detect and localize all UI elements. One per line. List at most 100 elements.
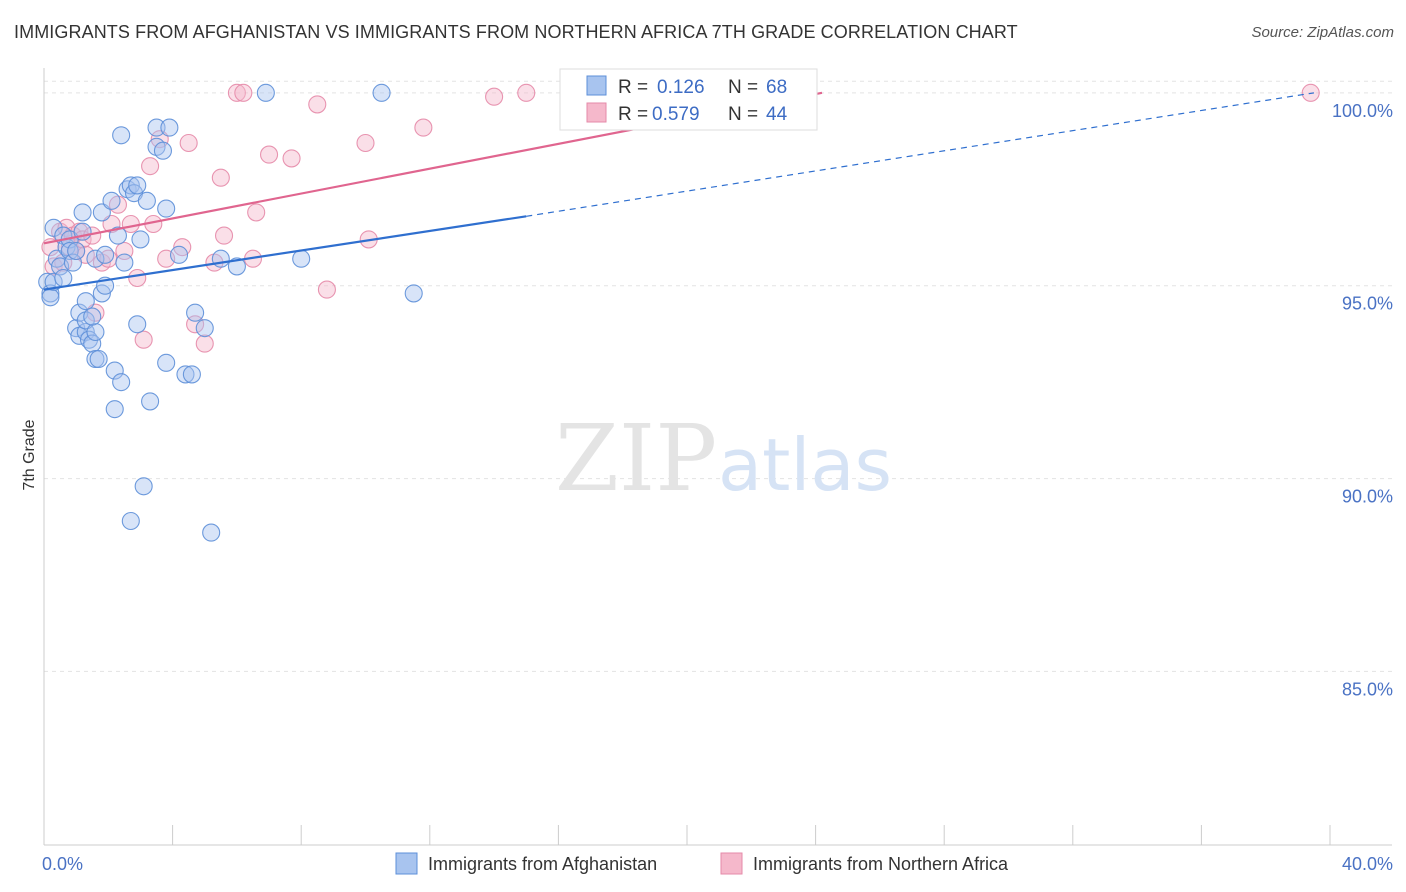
data-points — [38, 83, 1320, 542]
afghanistan-point-24 — [86, 322, 105, 342]
afghanistan-point-59 — [195, 319, 214, 338]
afghanistan-point-38 — [115, 253, 134, 272]
northern-africa-point-38 — [308, 95, 327, 114]
x-tick-label-0: 0.0% — [42, 854, 83, 874]
afghanistan-trend-line — [43, 215, 527, 291]
afghanistan-point-33 — [105, 361, 124, 380]
afghanistan-point-7 — [54, 268, 73, 288]
y-tick-label-3: 85.0% — [1342, 679, 1393, 699]
y-tick-label-2: 90.0% — [1342, 487, 1393, 507]
legend-swatch-northern-africa — [586, 102, 607, 123]
axes — [43, 68, 1392, 846]
afghanistan-point-45 — [134, 477, 153, 496]
northern-africa-point-28 — [195, 334, 214, 353]
northern-africa-point-32 — [227, 83, 246, 102]
afghanistan-point-55 — [169, 245, 189, 264]
afghanistan-point-44 — [131, 230, 150, 249]
correlation-legend: R = 0.126 N = 68 R = 0.579 N = 44 — [559, 68, 818, 131]
northern-africa-point-20 — [134, 330, 153, 349]
series-legend: Immigrants from Afghanistan Immigrants f… — [395, 852, 1009, 875]
northern-africa-point-37 — [282, 149, 301, 168]
northern-africa-point-33 — [234, 83, 253, 102]
afghanistan-point-23 — [83, 334, 102, 353]
chart-title: IMMIGRANTS FROM AFGHANISTAN VS IMMIGRANT… — [14, 22, 1018, 42]
afghanistan-point-64 — [292, 249, 311, 268]
afghanistan-point-37 — [112, 373, 131, 392]
series-label-afghanistan: Immigrants from Afghanistan — [428, 854, 657, 874]
watermark: ZIP atlas — [555, 405, 892, 512]
northern-africa-point-31 — [214, 226, 234, 245]
afghanistan-point-18 — [73, 203, 92, 222]
x-tick-labels: 0.0% 40.0% — [42, 854, 1393, 874]
northern-africa-point-15 — [102, 214, 121, 234]
afghanistan-point-47 — [141, 392, 160, 411]
grid-lines — [44, 80, 1392, 672]
y-tick-label-0: 100.0% — [1332, 101, 1393, 121]
legend-n-value-2: 44 — [766, 104, 788, 125]
northern-africa-point-30 — [211, 168, 230, 187]
northern-africa-point-35 — [247, 203, 266, 222]
northern-africa-point-42 — [414, 118, 433, 137]
afghanistan-point-3 — [44, 272, 63, 291]
afghanistan-point-12 — [63, 253, 82, 272]
northern-africa-point-43 — [485, 87, 504, 106]
legend-swatch-afghanistan — [586, 75, 607, 96]
afghanistan-trend-extension — [526, 92, 1315, 217]
northern-africa-point-36 — [259, 145, 279, 164]
afghanistan-point-25 — [86, 249, 105, 268]
afghanistan-point-43 — [128, 315, 147, 334]
afghanistan-point-46 — [137, 191, 156, 210]
y-tick-labels: 100.0% 95.0% 90.0% 85.0% — [1332, 101, 1393, 700]
legend-n-label-1: N = — [728, 77, 758, 98]
afghanistan-point-29 — [92, 203, 111, 222]
northern-africa-point-19 — [128, 268, 147, 288]
afghanistan-point-21 — [76, 292, 95, 311]
afghanistan-point-57 — [182, 365, 201, 384]
legend-n-value-1: 68 — [766, 77, 787, 98]
afghanistan-point-63 — [256, 83, 275, 102]
northern-africa-point-44 — [517, 83, 536, 102]
afghanistan-point-36 — [112, 126, 131, 145]
northern-africa-point-39 — [317, 280, 336, 299]
afghanistan-point-62 — [227, 257, 246, 276]
y-axis-label: 7th Grade — [21, 419, 38, 490]
y-tick-label-1: 95.0% — [1342, 294, 1393, 314]
afghanistan-point-27 — [89, 349, 108, 369]
afghanistan-point-48 — [121, 511, 140, 531]
afghanistan-point-65 — [372, 83, 391, 102]
afghanistan-point-66 — [404, 284, 423, 303]
afghanistan-point-50 — [147, 118, 166, 137]
afghanistan-point-42 — [128, 176, 147, 195]
afghanistan-point-14 — [67, 241, 86, 261]
afghanistan-point-56 — [176, 365, 195, 384]
northern-africa-point-26 — [179, 133, 198, 153]
afghanistan-point-51 — [153, 141, 173, 160]
legend-n-label-2: N = — [728, 104, 758, 125]
series-label-northern-africa: Immigrants from Northern Africa — [753, 854, 1009, 874]
watermark-atlas: atlas — [718, 423, 892, 507]
afghanistan-point-58 — [186, 303, 205, 322]
source-label: Source: ZipAtlas.com — [1251, 24, 1394, 41]
legend-r-label-2: R = — [618, 104, 648, 125]
legend-r-value-1: 0.126 — [657, 77, 705, 98]
afghanistan-point-53 — [160, 118, 179, 137]
x-tick-label-1: 40.0% — [1342, 854, 1393, 874]
afghanistan-point-4 — [44, 218, 63, 237]
watermark-zip: ZIP — [555, 405, 717, 512]
legend-r-label-1: R = — [618, 77, 648, 98]
afghanistan-point-54 — [157, 353, 176, 372]
afghanistan-point-35 — [108, 226, 127, 245]
northern-africa-point-40 — [356, 133, 375, 153]
northern-africa-point-21 — [141, 157, 160, 176]
afghanistan-point-11 — [60, 241, 79, 261]
series-swatch-northern-africa — [720, 852, 743, 875]
afghanistan-point-34 — [105, 400, 124, 419]
afghanistan-point-30 — [96, 245, 115, 264]
legend-r-value-2: 0.579 — [652, 104, 700, 125]
afghanistan-point-67 — [83, 307, 102, 326]
afghanistan-point-52 — [157, 199, 176, 218]
afghanistan-point-2 — [41, 288, 60, 307]
afghanistan-point-60 — [202, 523, 221, 542]
afghanistan-point-32 — [102, 191, 121, 210]
